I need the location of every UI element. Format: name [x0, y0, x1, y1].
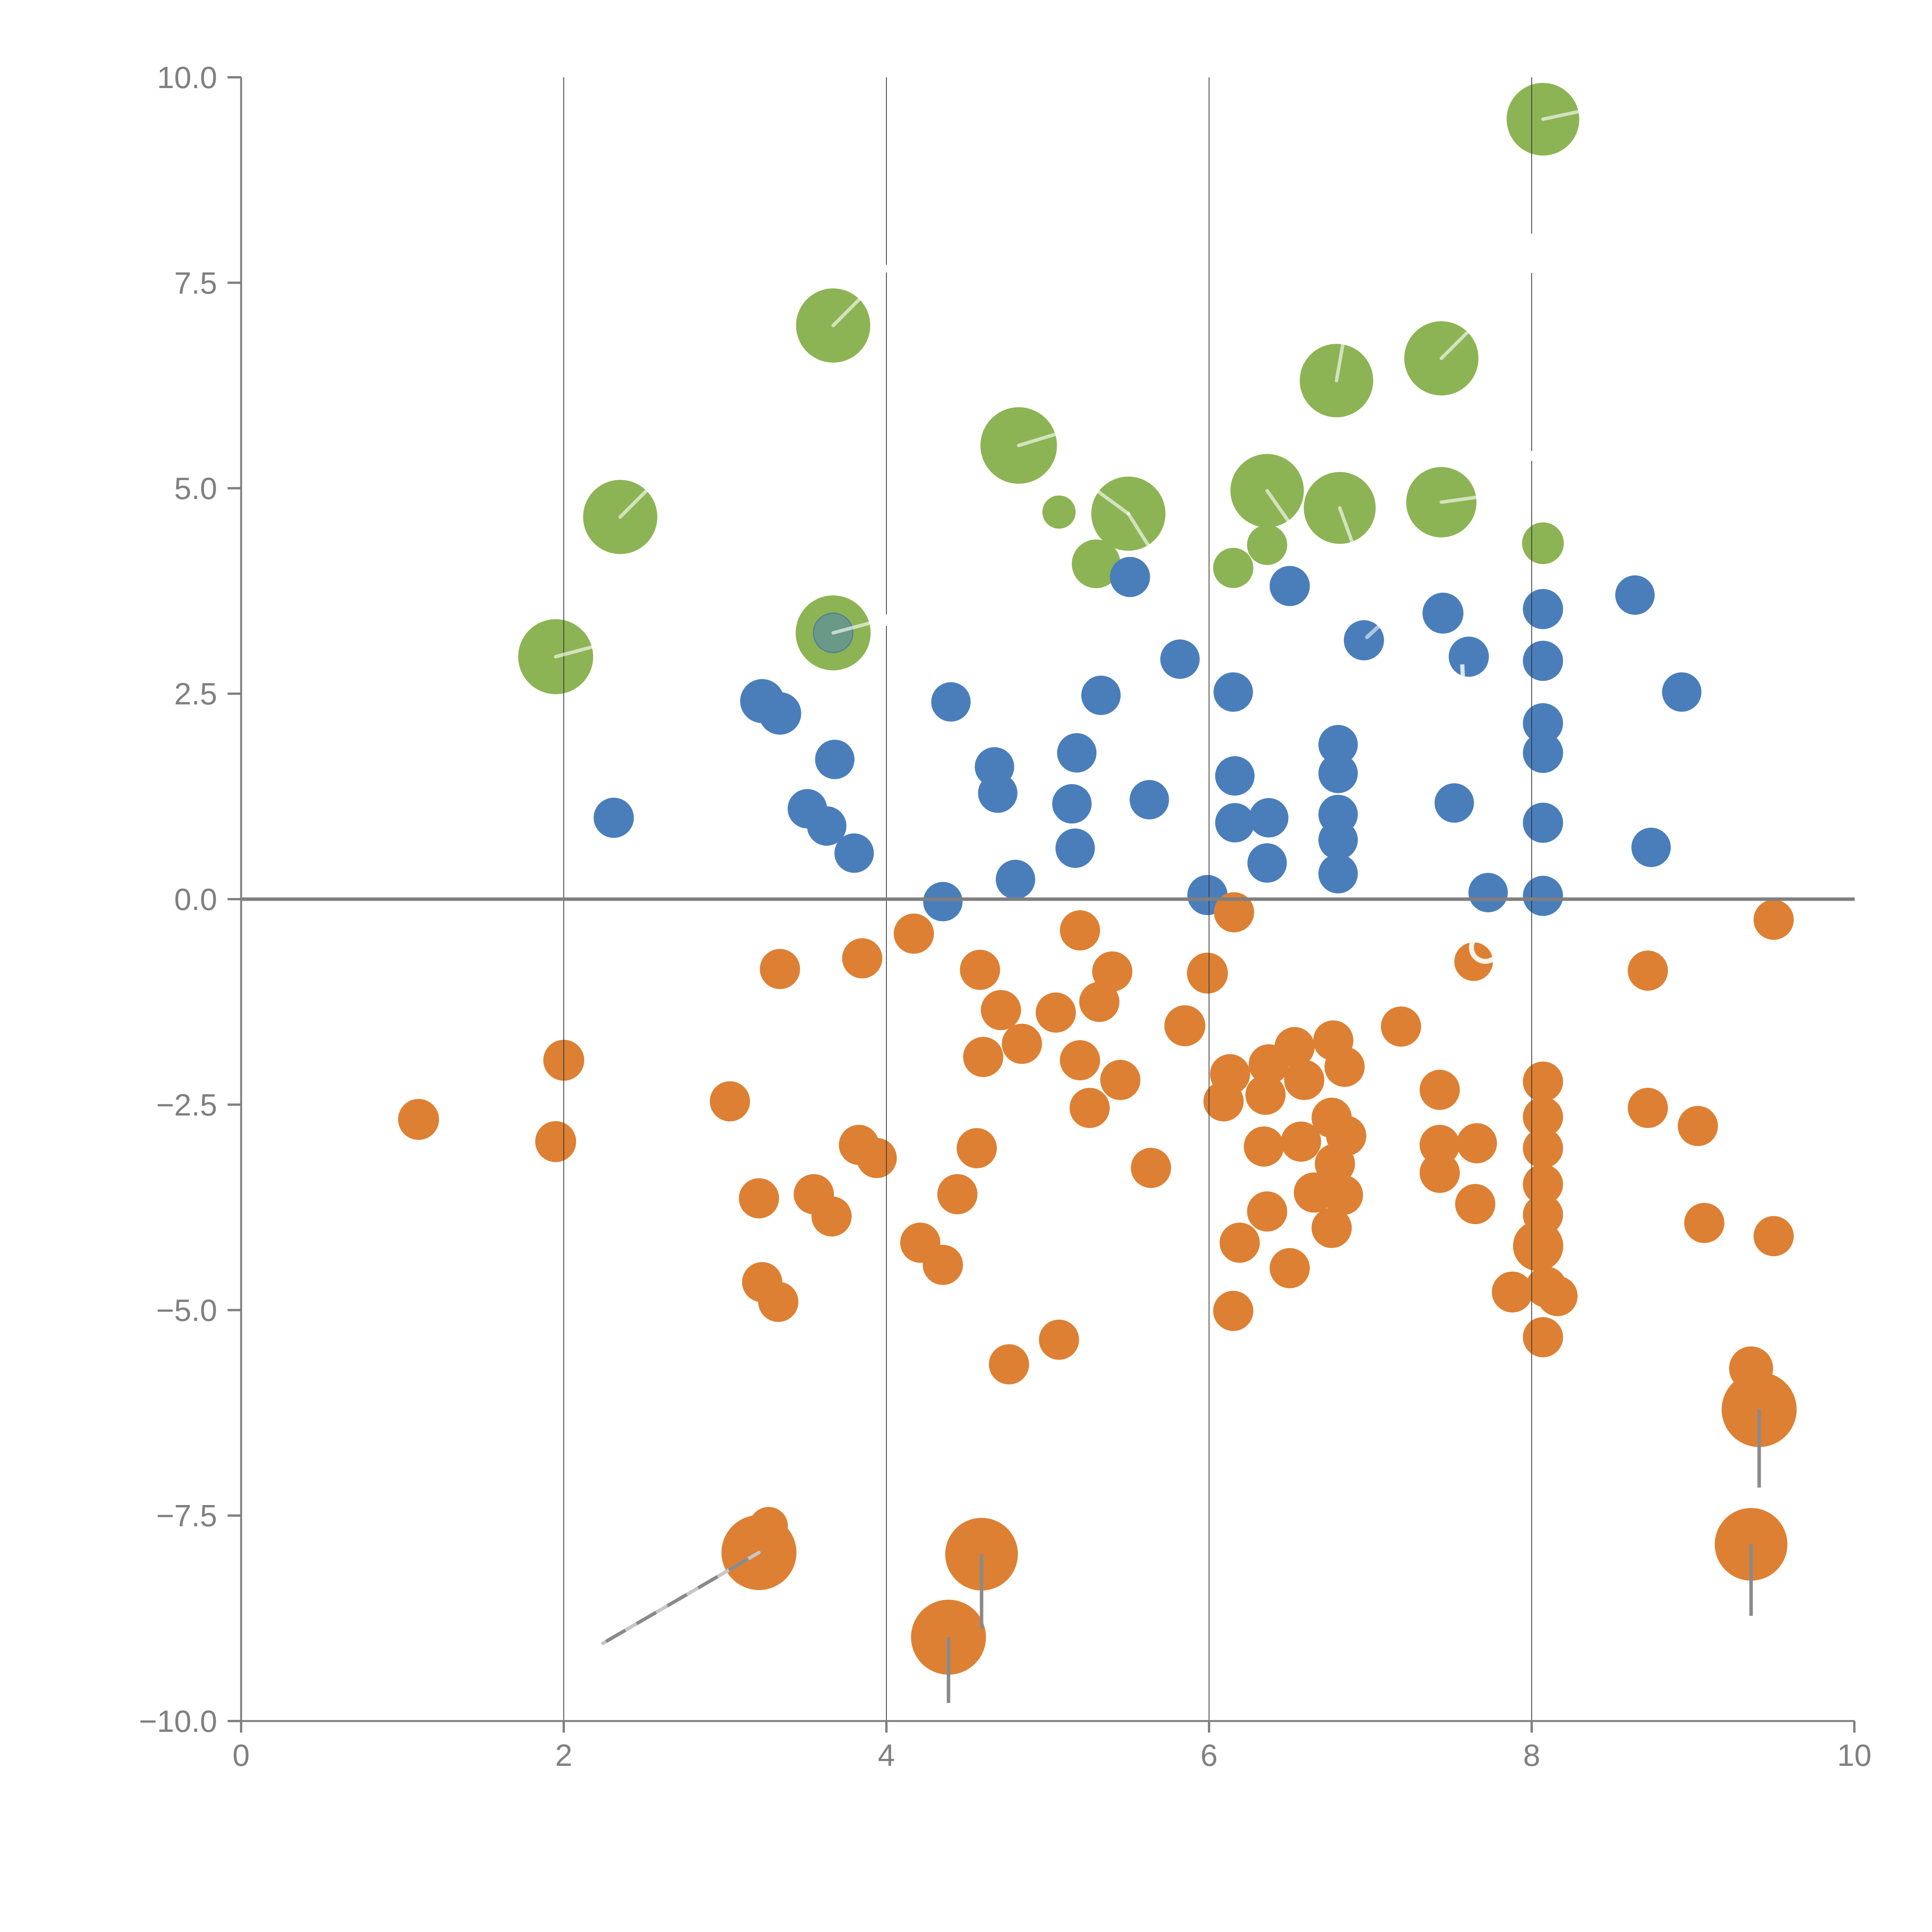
- svg-text:2.5: 2.5: [174, 677, 217, 711]
- svg-text:2: 2: [555, 1738, 573, 1772]
- svg-text:8: 8: [1523, 1738, 1541, 1772]
- svg-text:4: 4: [878, 1738, 895, 1772]
- svg-text:10: 10: [1837, 1738, 1872, 1772]
- svg-text:−2.5: −2.5: [156, 1088, 217, 1122]
- svg-text:10.0: 10.0: [157, 60, 217, 95]
- svg-text:5.0: 5.0: [174, 471, 217, 506]
- svg-text:0: 0: [233, 1738, 250, 1772]
- svg-text:6: 6: [1201, 1738, 1218, 1772]
- svg-text:−5.0: −5.0: [156, 1293, 217, 1328]
- svg-text:0.0: 0.0: [174, 882, 217, 917]
- svg-text:−10.0: −10.0: [139, 1704, 217, 1738]
- svg-text:7.5: 7.5: [174, 266, 217, 300]
- svg-text:−7.5: −7.5: [156, 1498, 217, 1533]
